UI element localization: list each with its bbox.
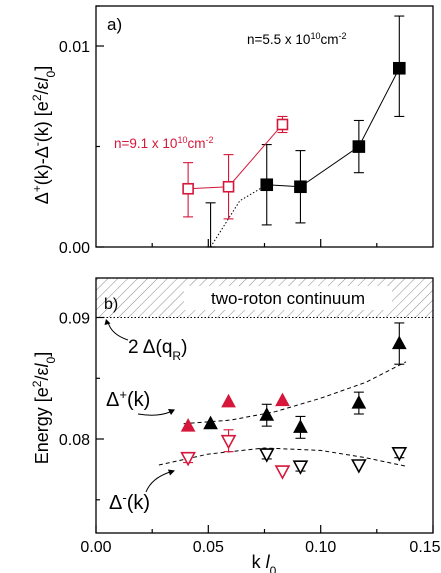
panel-b-point-0-4: [391, 335, 407, 350]
panel-a-tag: a): [107, 15, 122, 34]
panel-b-ytick-label-0: 0.08: [59, 432, 90, 449]
panel-a-point-1-0: [182, 182, 194, 195]
panel-b-point-1-2: [275, 392, 290, 407]
delta-minus-label: Δ-(k): [109, 490, 150, 515]
continuum-edge-arrowhead: [104, 319, 111, 325]
panel-b-point-1-1: [221, 393, 236, 408]
panel-b-point-0-1: [259, 407, 275, 421]
panel-b-xtick-label-1: 0.05: [193, 539, 224, 556]
panel-b-fit-line-1: [158, 447, 407, 467]
panel-a-extrapolation-0: [210, 184, 268, 248]
panel-b-x-ticks: 0.00 0.05 0.10 0.15: [80, 525, 441, 556]
panel-a-point-1-2: [276, 118, 289, 131]
panel-a-plot: [182, 15, 406, 248]
continuum-label-bg: [184, 286, 392, 310]
panel-b-x-axis-label: k l0: [252, 552, 277, 573]
panel-a-x-ticks: [151, 239, 378, 247]
continuum-edge-annotation: 2 Δ(qR): [104, 319, 187, 363]
panel-b-plot: [158, 322, 408, 480]
delta-plus-label: Δ+(k): [106, 387, 150, 412]
panel-b-point-2-3: [391, 447, 408, 462]
panel-b-point-0-3: [351, 395, 367, 409]
panel-a-point-0-2: [352, 140, 366, 153]
panel-b-point-0-2: [293, 419, 308, 433]
panel-a-point-0-3: [392, 61, 406, 75]
panel-b-fit-line-0: [183, 361, 407, 425]
delta-plus-arrow: [137, 411, 171, 416]
panel-a-legend-red: n=9.1 x 1010cm-2: [114, 135, 213, 151]
panel-b-point-3-1: [220, 434, 237, 450]
continuum-edge-label: 2 Δ(qR): [128, 337, 187, 363]
continuum-edge-arrow: [107, 321, 129, 341]
panel-a-point-0-0: [260, 178, 274, 192]
panel-a-ytick-label-1: 0.01: [59, 39, 90, 56]
panel-b-xtick-label-2: 0.10: [305, 539, 336, 556]
delta-minus-arrowhead: [168, 469, 175, 476]
panel-a: a) n=5.5 x 1010cm-2 n=9.1 x 1010cm-2 0.0…: [30, 5, 434, 257]
panel-a-legend-black: n=5.5 x 1010cm-2: [247, 31, 346, 47]
panel-b-point-2-0: [258, 448, 275, 463]
panel-b-y-axis-label: Energy [e2/εl0]: [30, 352, 58, 464]
panel-a-point-0-1: [294, 180, 307, 194]
panel-a-y-ticks: 0.00 0.01: [59, 5, 104, 257]
panel-b: two-roton continuum b) 0.08 0.09 0.00 0.…: [30, 277, 441, 573]
panel-b-xtick-label-3: 0.15: [409, 539, 440, 556]
panel-a-legend-black-text: n=5.5 x 1010cm-2: [247, 31, 346, 47]
delta-minus-annotation: Δ-(k): [109, 469, 175, 515]
delta-plus-annotation: Δ+(k): [106, 387, 175, 416]
panel-b-point-0-0: [203, 415, 218, 430]
panel-b-point-1-0: [180, 418, 196, 432]
panel-b-xtick-label-0: 0.00: [80, 539, 111, 556]
panel-b-point-2-1: [292, 460, 309, 475]
panel-b-point-3-2: [274, 465, 291, 480]
delta-minus-arrow: [145, 471, 171, 493]
panel-a-legend-red-text: n=9.1 x 1010cm-2: [114, 135, 213, 151]
panel-a-series-line-0: [266, 68, 400, 188]
panel-b-point-3-0: [180, 451, 196, 467]
continuum-label: two-roton continuum: [211, 289, 365, 308]
panel-a-y-axis-label: Δ+(k)-Δ-(k) [e2/εl0]: [30, 66, 58, 205]
panel-b-ytick-label-1: 0.09: [59, 311, 90, 328]
panel-b-point-2-2: [351, 459, 367, 474]
panel-a-ytick-label-0: 0.00: [59, 240, 90, 257]
panel-b-y-ticks: 0.08 0.09: [59, 311, 104, 501]
panel-b-tag: b): [104, 296, 118, 313]
delta-plus-arrowhead: [168, 409, 175, 415]
panel-a-point-1-1: [222, 180, 235, 193]
